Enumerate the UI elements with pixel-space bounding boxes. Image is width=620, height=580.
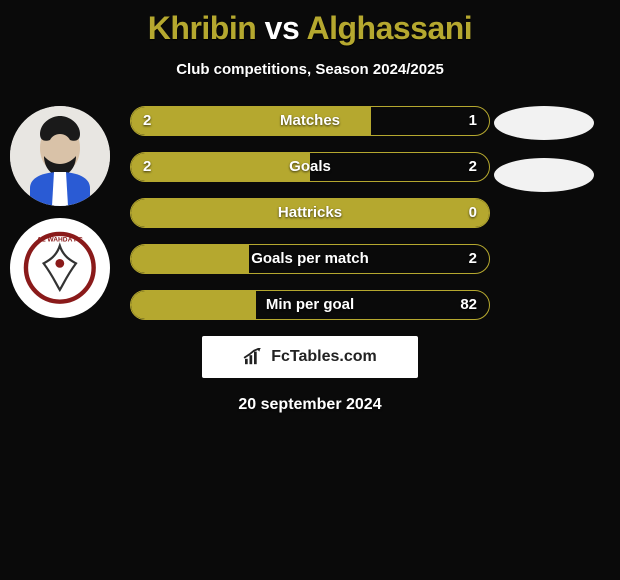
stat-label: Goals bbox=[131, 153, 489, 182]
chart-icon bbox=[243, 348, 265, 366]
stat-label: Min per goal bbox=[131, 291, 489, 320]
comparison-panel: AL WAHDA FC 2Matches12Goals2Hattricks0Go… bbox=[0, 106, 620, 320]
player2-name: Alghassani bbox=[306, 10, 472, 46]
club-badge-icon: AL WAHDA FC bbox=[23, 231, 97, 305]
player-avatar bbox=[10, 106, 110, 206]
stat-label: Goals per match bbox=[131, 245, 489, 274]
stat-bar: 2Matches1 bbox=[130, 106, 490, 136]
stat-bar: 2Goals2 bbox=[130, 152, 490, 182]
stat-right-value: 2 bbox=[457, 153, 489, 182]
stat-label: Matches bbox=[131, 107, 489, 136]
stat-right-value: 2 bbox=[457, 245, 489, 274]
stat-right-value: 0 bbox=[457, 199, 489, 228]
stat-bar: Hattricks0 bbox=[130, 198, 490, 228]
stat-label: Hattricks bbox=[131, 199, 489, 228]
avatars-column: AL WAHDA FC bbox=[10, 106, 120, 330]
snapshot-date: 20 september 2024 bbox=[0, 396, 620, 414]
player1-name: Khribin bbox=[148, 10, 256, 46]
stat-bars: 2Matches12Goals2Hattricks0Goals per matc… bbox=[130, 106, 490, 320]
stat-right-value: 1 bbox=[457, 107, 489, 136]
placeholder-avatar bbox=[494, 158, 594, 192]
player-avatar-icon bbox=[10, 106, 110, 206]
svg-text:AL WAHDA FC: AL WAHDA FC bbox=[37, 237, 83, 244]
branding-badge[interactable]: FcTables.com bbox=[202, 336, 418, 378]
vs-label: vs bbox=[265, 10, 300, 46]
stat-right-value: 82 bbox=[448, 291, 489, 320]
right-placeholders bbox=[494, 106, 604, 210]
branding-text: FcTables.com bbox=[271, 348, 377, 366]
subtitle: Club competitions, Season 2024/2025 bbox=[0, 61, 620, 78]
page-title: Khribin vs Alghassani bbox=[0, 0, 620, 47]
placeholder-avatar bbox=[494, 106, 594, 140]
stat-bar: Goals per match2 bbox=[130, 244, 490, 274]
stat-bar: Min per goal82 bbox=[130, 290, 490, 320]
club-badge: AL WAHDA FC bbox=[10, 218, 110, 318]
